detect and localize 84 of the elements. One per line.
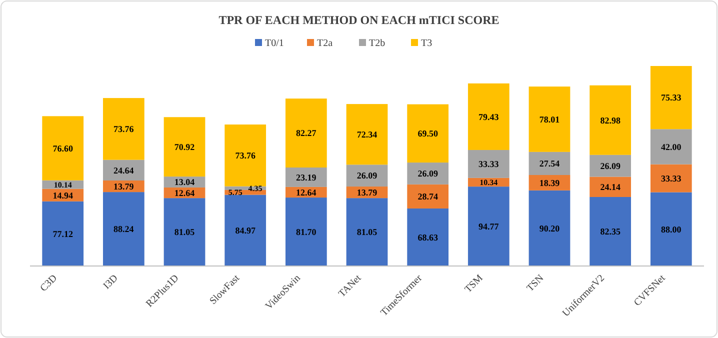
bar [285, 198, 327, 266]
data-label: 13.79 [114, 181, 134, 192]
data-label: 82.35 [600, 226, 621, 237]
x-tick-label: TSN [524, 272, 546, 294]
bar [468, 150, 510, 178]
bar [468, 186, 510, 266]
bar [285, 98, 327, 168]
bar [164, 117, 206, 177]
bar [285, 168, 327, 187]
bar [528, 190, 570, 266]
data-label: 14.94 [52, 190, 74, 200]
data-label: 18.39 [539, 178, 560, 188]
bar [590, 196, 632, 266]
data-label: 13.79 [356, 187, 378, 198]
data-label: 13.04 [174, 177, 196, 188]
x-tick-label: C3D [38, 272, 60, 294]
data-label: 94.77 [478, 221, 500, 232]
bar [407, 104, 449, 163]
bar [102, 192, 144, 266]
data-label: 12.64 [296, 187, 317, 198]
data-label: 78.01 [539, 114, 560, 124]
bar [650, 129, 692, 164]
data-label: 90.20 [539, 223, 560, 234]
bar [528, 86, 570, 152]
data-label: 73.76 [114, 124, 134, 134]
bar [407, 184, 449, 208]
bar [650, 192, 692, 266]
bar [590, 85, 632, 155]
data-label: 70.92 [174, 142, 196, 152]
data-label: 75.33 [661, 92, 682, 103]
data-label: 88.00 [661, 224, 682, 234]
data-label: 23.19 [296, 172, 317, 182]
data-label: 33.33 [661, 173, 682, 184]
data-label: 27.54 [539, 158, 560, 169]
data-label: 79.43 [478, 112, 500, 122]
bar [224, 124, 266, 186]
bar [650, 164, 692, 192]
bar [224, 194, 266, 266]
data-label: 26.09 [600, 160, 621, 171]
bar [164, 198, 206, 266]
data-label: 82.98 [600, 115, 621, 126]
legend-label: T0/1 [265, 38, 284, 49]
data-label: 12.64 [174, 188, 196, 198]
data-label: 5.75 [228, 188, 242, 198]
bar [346, 164, 388, 187]
bar [407, 208, 449, 266]
bar [528, 152, 570, 175]
data-label: 72.34 [356, 130, 378, 140]
legend-label: T2b [369, 38, 386, 49]
data-label: 81.05 [356, 227, 378, 238]
data-label: 82.27 [296, 128, 317, 138]
bar [42, 116, 84, 180]
data-label: 68.63 [418, 232, 438, 242]
bar [468, 83, 510, 150]
bar [590, 154, 632, 177]
bar [650, 66, 692, 130]
data-label: 10.14 [54, 180, 72, 190]
data-label: 81.05 [174, 227, 196, 238]
data-label: 26.09 [356, 170, 378, 181]
data-label: 69.50 [418, 128, 438, 139]
legend-label: T3 [421, 38, 432, 49]
bar [42, 201, 84, 266]
bar [346, 104, 388, 165]
data-label: 73.76 [235, 150, 256, 161]
data-label: 24.64 [114, 165, 134, 176]
data-label: 10.34 [480, 178, 498, 188]
bar [102, 98, 144, 160]
data-label: 42.00 [661, 142, 682, 152]
data-label: 24.14 [600, 182, 621, 192]
data-label: 76.60 [52, 143, 74, 154]
data-label: 84.97 [235, 226, 256, 236]
bar [407, 162, 449, 184]
x-tick-label: I3D [101, 272, 120, 292]
legend-label: T2a [317, 38, 334, 49]
chart-title: TPR OF EACH METHOD ON EACH mTICI SCORE [218, 13, 500, 27]
bar [102, 160, 144, 180]
data-label: 77.12 [52, 228, 74, 239]
bar [590, 176, 632, 197]
data-label: 81.70 [296, 226, 317, 237]
data-label: 33.33 [478, 159, 500, 170]
data-label: 26.09 [418, 168, 438, 179]
bar [346, 198, 388, 266]
data-label: 28.74 [418, 192, 438, 202]
data-label: 88.24 [114, 224, 134, 234]
